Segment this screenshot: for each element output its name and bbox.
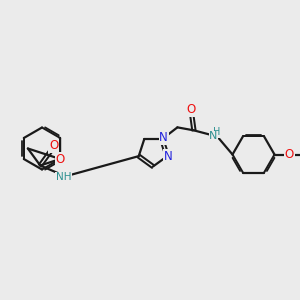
Text: O: O [285, 148, 294, 161]
Text: H: H [213, 127, 220, 137]
Text: NH: NH [56, 172, 71, 182]
Text: O: O [49, 139, 58, 152]
Text: N: N [209, 131, 218, 141]
Text: O: O [186, 103, 196, 116]
Text: N: N [164, 150, 172, 163]
Text: O: O [56, 152, 65, 166]
Text: N: N [159, 131, 168, 144]
